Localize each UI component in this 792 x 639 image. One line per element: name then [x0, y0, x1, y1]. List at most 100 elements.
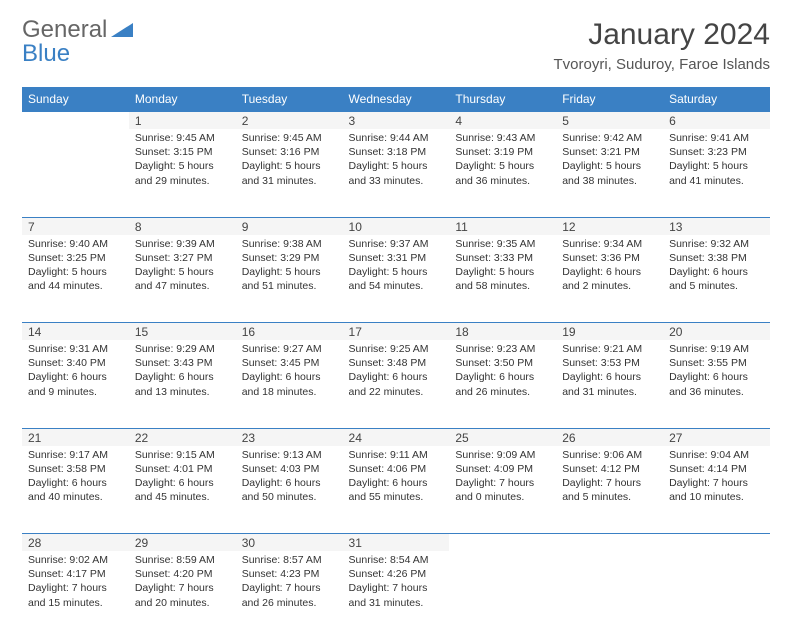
daylight-text: Daylight: 6 hours and 18 minutes. — [242, 370, 337, 398]
weekday-header: Saturday — [663, 87, 770, 112]
sunset-text: Sunset: 3:33 PM — [455, 251, 550, 265]
day-number-cell: 28 — [22, 534, 129, 552]
sunset-text: Sunset: 3:48 PM — [349, 356, 444, 370]
day-number: 30 — [242, 536, 255, 550]
day-number-cell: 12 — [556, 217, 663, 235]
day-content-cell: Sunrise: 9:15 AMSunset: 4:01 PMDaylight:… — [129, 446, 236, 534]
day-number: 18 — [455, 325, 468, 339]
day-number: 27 — [669, 431, 682, 445]
day-number-cell: 14 — [22, 323, 129, 341]
day-number-cell: 17 — [343, 323, 450, 341]
sunrise-text: Sunrise: 9:42 AM — [562, 131, 657, 145]
day-content-cell: Sunrise: 8:57 AMSunset: 4:23 PMDaylight:… — [236, 551, 343, 639]
daylight-text: Daylight: 6 hours and 45 minutes. — [135, 476, 230, 504]
weekday-header: Tuesday — [236, 87, 343, 112]
sunrise-text: Sunrise: 9:45 AM — [242, 131, 337, 145]
sunrise-text: Sunrise: 9:29 AM — [135, 342, 230, 356]
sunrise-text: Sunrise: 9:38 AM — [242, 237, 337, 251]
sunset-text: Sunset: 3:25 PM — [28, 251, 123, 265]
day-content-row: Sunrise: 9:02 AMSunset: 4:17 PMDaylight:… — [22, 551, 770, 639]
day-content-cell: Sunrise: 9:41 AMSunset: 3:23 PMDaylight:… — [663, 129, 770, 217]
daylight-text: Daylight: 7 hours and 0 minutes. — [455, 476, 550, 504]
sunrise-text: Sunrise: 8:59 AM — [135, 553, 230, 567]
sunrise-text: Sunrise: 9:31 AM — [28, 342, 123, 356]
sunset-text: Sunset: 3:15 PM — [135, 145, 230, 159]
day-number: 5 — [562, 114, 569, 128]
daylight-text: Daylight: 5 hours and 44 minutes. — [28, 265, 123, 293]
day-number: 21 — [28, 431, 41, 445]
day-number-cell: 23 — [236, 428, 343, 446]
weekday-header: Sunday — [22, 87, 129, 112]
day-number-row: 21222324252627 — [22, 428, 770, 446]
sunrise-text: Sunrise: 9:11 AM — [349, 448, 444, 462]
sunset-text: Sunset: 4:12 PM — [562, 462, 657, 476]
day-number-row: 123456 — [22, 112, 770, 130]
daylight-text: Daylight: 5 hours and 31 minutes. — [242, 159, 337, 187]
day-number: 13 — [669, 220, 682, 234]
sunrise-text: Sunrise: 9:41 AM — [669, 131, 764, 145]
weekday-header: Thursday — [449, 87, 556, 112]
day-number: 28 — [28, 536, 41, 550]
sunset-text: Sunset: 4:20 PM — [135, 567, 230, 581]
sunrise-text: Sunrise: 9:40 AM — [28, 237, 123, 251]
sunrise-text: Sunrise: 9:25 AM — [349, 342, 444, 356]
day-number-cell: 3 — [343, 112, 450, 130]
sunset-text: Sunset: 3:27 PM — [135, 251, 230, 265]
day-number-cell: 27 — [663, 428, 770, 446]
header: General January 2024 Tvoroyri, Suduroy, … — [22, 18, 770, 73]
day-number: 26 — [562, 431, 575, 445]
weekday-header-row: Sunday Monday Tuesday Wednesday Thursday… — [22, 87, 770, 112]
day-content-cell: Sunrise: 9:38 AMSunset: 3:29 PMDaylight:… — [236, 235, 343, 323]
day-number-cell: 10 — [343, 217, 450, 235]
day-content-cell: Sunrise: 9:27 AMSunset: 3:45 PMDaylight:… — [236, 340, 343, 428]
sunset-text: Sunset: 3:55 PM — [669, 356, 764, 370]
sunset-text: Sunset: 4:17 PM — [28, 567, 123, 581]
day-content-cell: Sunrise: 9:11 AMSunset: 4:06 PMDaylight:… — [343, 446, 450, 534]
day-number-cell: 6 — [663, 112, 770, 130]
day-number-cell: 31 — [343, 534, 450, 552]
sunrise-text: Sunrise: 9:04 AM — [669, 448, 764, 462]
day-content-cell — [663, 551, 770, 639]
day-number: 23 — [242, 431, 255, 445]
sunset-text: Sunset: 3:40 PM — [28, 356, 123, 370]
sunrise-text: Sunrise: 9:09 AM — [455, 448, 550, 462]
sunset-text: Sunset: 3:45 PM — [242, 356, 337, 370]
day-number-cell: 22 — [129, 428, 236, 446]
sunset-text: Sunset: 3:38 PM — [669, 251, 764, 265]
sunrise-text: Sunrise: 9:39 AM — [135, 237, 230, 251]
day-content-cell — [556, 551, 663, 639]
day-number-row: 28293031 — [22, 534, 770, 552]
logo: General — [22, 18, 133, 42]
daylight-text: Daylight: 6 hours and 2 minutes. — [562, 265, 657, 293]
weekday-header: Monday — [129, 87, 236, 112]
day-number: 20 — [669, 325, 682, 339]
day-content-cell: Sunrise: 9:44 AMSunset: 3:18 PMDaylight:… — [343, 129, 450, 217]
day-content-cell: Sunrise: 9:19 AMSunset: 3:55 PMDaylight:… — [663, 340, 770, 428]
daylight-text: Daylight: 6 hours and 9 minutes. — [28, 370, 123, 398]
day-number-row: 14151617181920 — [22, 323, 770, 341]
sunrise-text: Sunrise: 9:32 AM — [669, 237, 764, 251]
daylight-text: Daylight: 5 hours and 36 minutes. — [455, 159, 550, 187]
sunrise-text: Sunrise: 9:15 AM — [135, 448, 230, 462]
month-title: January 2024 — [554, 18, 770, 52]
daylight-text: Daylight: 5 hours and 58 minutes. — [455, 265, 550, 293]
sunset-text: Sunset: 3:29 PM — [242, 251, 337, 265]
sunrise-text: Sunrise: 8:57 AM — [242, 553, 337, 567]
day-content-cell: Sunrise: 9:17 AMSunset: 3:58 PMDaylight:… — [22, 446, 129, 534]
daylight-text: Daylight: 7 hours and 26 minutes. — [242, 581, 337, 609]
day-content-cell — [449, 551, 556, 639]
sunrise-text: Sunrise: 9:17 AM — [28, 448, 123, 462]
day-number: 6 — [669, 114, 676, 128]
logo-text-2: Blue — [22, 40, 70, 68]
day-number-cell — [556, 534, 663, 552]
sunset-text: Sunset: 3:50 PM — [455, 356, 550, 370]
sunset-text: Sunset: 4:06 PM — [349, 462, 444, 476]
day-number-cell: 9 — [236, 217, 343, 235]
sunset-text: Sunset: 3:23 PM — [669, 145, 764, 159]
day-number-cell: 19 — [556, 323, 663, 341]
day-number-cell: 24 — [343, 428, 450, 446]
sunset-text: Sunset: 3:58 PM — [28, 462, 123, 476]
day-number: 8 — [135, 220, 142, 234]
day-number: 17 — [349, 325, 362, 339]
day-content-row: Sunrise: 9:45 AM Sunset: 3:15 PM Daylight:… — [22, 129, 770, 217]
